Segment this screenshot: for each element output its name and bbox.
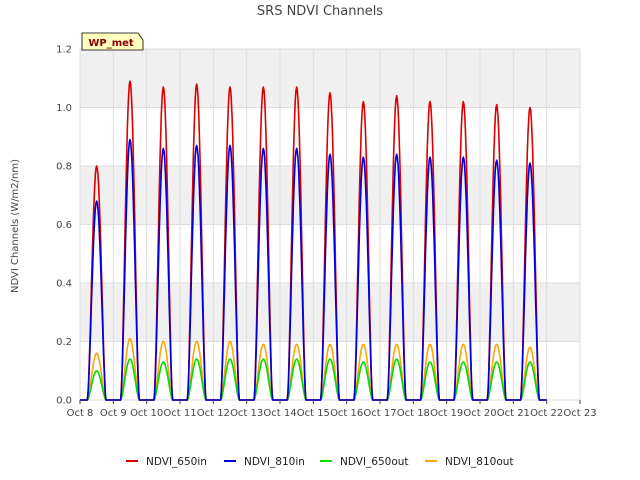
x-tick-label: Oct 13 [230, 408, 263, 419]
y-axis-ticks: 0.0 0.2 0.4 0.6 0.8 1.0 1.2 [56, 45, 72, 407]
y-axis-label: NDVI Channels (W/m2/nm) [10, 159, 21, 293]
x-tick-label: Oct 17 [363, 408, 396, 419]
y-tick-label: 0.6 [56, 220, 72, 231]
badge-box [81, 32, 144, 51]
x-tick-label: Oct 14 [263, 408, 296, 419]
station-badge: WP_met [81, 32, 144, 51]
x-tick-label: Oct 10 [130, 408, 163, 419]
y-tick-label: 1.0 [56, 103, 72, 114]
y-tick-label: 0.8 [56, 162, 72, 173]
legend-label: NDVI_650in [146, 456, 207, 468]
band [80, 166, 580, 225]
chart-title: SRS NDVI Channels [257, 4, 383, 19]
band [80, 49, 580, 108]
x-tick-label: Oct 9 [100, 408, 127, 419]
legend-label: NDVI_810out [445, 456, 514, 468]
x-tick-label: Oct 18 [397, 408, 430, 419]
x-tick-label: Oct 22 [530, 408, 563, 419]
x-tick-label: Oct 11 [163, 408, 196, 419]
legend-label: NDVI_650out [340, 456, 409, 468]
y-tick-label: 0.0 [56, 396, 72, 407]
y-tick-label: 1.2 [56, 45, 72, 56]
x-tick-label: Oct 16 [330, 408, 363, 419]
x-tick-label: Oct 23 [563, 408, 596, 419]
legend: NDVI_650in NDVI_810in NDVI_650out NDVI_810o… [126, 456, 514, 468]
band [80, 283, 580, 342]
x-tick-label: Oct 12 [197, 408, 230, 419]
x-tick-label: Oct 15 [297, 408, 330, 419]
x-tick-label: Oct 20 [463, 408, 496, 419]
badge-label: WP_met [88, 38, 134, 49]
x-tick-label: Oct 8 [67, 408, 94, 419]
y-tick-label: 0.2 [56, 337, 72, 348]
x-tick-label: Oct 19 [430, 408, 463, 419]
x-axis-ticks: Oct 8 Oct 9 Oct 10 Oct 11 Oct 12 Oct 13 Oct 14… [67, 400, 597, 419]
x-tick-label: Oct 21 [497, 408, 530, 419]
y-tick-label: 0.4 [56, 279, 72, 290]
grid-lines [79, 48, 581, 401]
legend-label: NDVI_810in [244, 456, 305, 468]
